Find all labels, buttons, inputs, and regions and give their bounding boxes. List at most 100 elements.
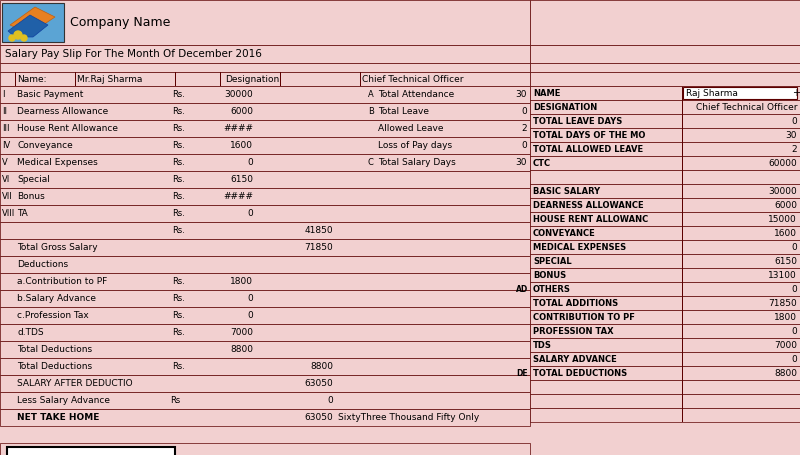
Bar <box>530 63 800 72</box>
Bar <box>530 128 800 142</box>
Text: NAME: NAME <box>533 89 560 97</box>
Text: Total Salary Days: Total Salary Days <box>378 158 456 167</box>
Text: Rs.: Rs. <box>172 311 185 320</box>
Text: Rs.: Rs. <box>172 158 185 167</box>
Text: 0: 0 <box>327 396 333 405</box>
Text: PROFESSION TAX: PROFESSION TAX <box>533 327 614 335</box>
Text: Rs.: Rs. <box>172 328 185 337</box>
Text: Total Attendance: Total Attendance <box>378 90 454 99</box>
Bar <box>683 87 797 99</box>
Bar <box>530 352 800 366</box>
Bar <box>530 394 800 408</box>
Bar <box>2 3 64 42</box>
Text: 1800: 1800 <box>230 277 253 286</box>
Bar <box>0 171 530 188</box>
Text: 6000: 6000 <box>774 201 797 209</box>
Text: 0: 0 <box>791 284 797 293</box>
Text: Mr.Raj Sharma: Mr.Raj Sharma <box>77 75 142 84</box>
Bar <box>530 212 800 226</box>
Text: 7000: 7000 <box>774 340 797 349</box>
Bar <box>0 205 530 222</box>
Text: Special: Special <box>17 175 50 184</box>
Text: Chief Technical Officer: Chief Technical Officer <box>362 75 463 84</box>
Text: House Rent Allowance: House Rent Allowance <box>17 124 118 133</box>
Polygon shape <box>10 7 55 33</box>
Text: Designation: Designation <box>225 75 279 84</box>
Text: Deductions: Deductions <box>17 260 68 269</box>
Polygon shape <box>8 15 48 37</box>
Text: 63050: 63050 <box>304 379 333 388</box>
Text: ####: #### <box>223 192 253 201</box>
Text: Raj Sharma: Raj Sharma <box>686 89 738 97</box>
Bar <box>0 137 530 154</box>
Bar <box>530 86 800 100</box>
Text: TOTAL DAYS OF THE MO: TOTAL DAYS OF THE MO <box>533 131 646 140</box>
Text: TA: TA <box>17 209 28 218</box>
Bar <box>530 240 800 254</box>
Bar <box>530 45 800 63</box>
Text: 15000: 15000 <box>768 214 797 223</box>
Bar <box>0 222 530 239</box>
Bar <box>530 310 800 324</box>
Text: BONUS: BONUS <box>533 271 566 279</box>
Text: TOTAL LEAVE DAYS: TOTAL LEAVE DAYS <box>533 116 622 126</box>
Text: Salary Pay Slip For The Month Of December 2016: Salary Pay Slip For The Month Of Decembe… <box>5 49 262 59</box>
Text: HOUSE RENT ALLOWANC: HOUSE RENT ALLOWANC <box>533 214 648 223</box>
Text: TDS: TDS <box>533 340 552 349</box>
Text: 71850: 71850 <box>768 298 797 308</box>
Text: Total Gross Salary: Total Gross Salary <box>17 243 98 252</box>
Bar <box>0 324 530 341</box>
Bar <box>530 324 800 338</box>
Text: 0: 0 <box>522 141 527 150</box>
Bar <box>530 72 800 86</box>
Text: 0: 0 <box>791 327 797 335</box>
Text: Basic Payment: Basic Payment <box>17 90 83 99</box>
Text: CONTRIBUTION TO PF: CONTRIBUTION TO PF <box>533 313 635 322</box>
Text: VIII: VIII <box>2 209 15 218</box>
Bar <box>0 188 530 205</box>
Bar <box>530 114 800 128</box>
Bar <box>0 307 530 324</box>
Text: Rs.: Rs. <box>172 90 185 99</box>
Text: Rs.: Rs. <box>172 175 185 184</box>
Bar <box>530 156 800 170</box>
Bar <box>0 72 530 86</box>
Text: OTHERS: OTHERS <box>533 284 571 293</box>
Bar <box>7 447 175 455</box>
Bar <box>530 170 800 184</box>
Text: 6150: 6150 <box>230 175 253 184</box>
Text: Chief Technical Officer: Chief Technical Officer <box>695 102 797 111</box>
Text: a.Contribution to PF: a.Contribution to PF <box>17 277 107 286</box>
Text: 0: 0 <box>247 294 253 303</box>
Text: NET TAKE HOME: NET TAKE HOME <box>17 413 99 422</box>
Text: VI: VI <box>2 175 10 184</box>
Text: AD: AD <box>516 284 528 293</box>
Text: Rs.: Rs. <box>172 107 185 116</box>
Text: Name:: Name: <box>17 75 46 84</box>
Bar <box>0 63 530 72</box>
Text: Rs.: Rs. <box>172 277 185 286</box>
Text: Dearness Allowance: Dearness Allowance <box>17 107 108 116</box>
Text: MEDICAL EXPENSES: MEDICAL EXPENSES <box>533 243 626 252</box>
Text: ####: #### <box>223 124 253 133</box>
Text: 0: 0 <box>247 209 253 218</box>
Bar <box>0 45 530 63</box>
Text: 6150: 6150 <box>774 257 797 266</box>
Bar <box>530 0 800 45</box>
Text: d.TDS: d.TDS <box>17 328 44 337</box>
Text: III: III <box>2 124 10 133</box>
Text: IV: IV <box>2 141 10 150</box>
Bar <box>530 198 800 212</box>
Text: VII: VII <box>2 192 13 201</box>
Text: Conveyance: Conveyance <box>17 141 73 150</box>
Text: 0: 0 <box>247 311 253 320</box>
Text: SPECIAL: SPECIAL <box>533 257 572 266</box>
Text: V: V <box>2 158 8 167</box>
Text: SALARY AFTER DEDUCTIO: SALARY AFTER DEDUCTIO <box>17 379 133 388</box>
Bar <box>530 142 800 156</box>
Text: B: B <box>368 107 374 116</box>
Text: DEARNESS ALLOWANCE: DEARNESS ALLOWANCE <box>533 201 644 209</box>
Circle shape <box>14 31 22 39</box>
Text: Less Salary Advance: Less Salary Advance <box>17 396 110 405</box>
Bar <box>0 0 530 45</box>
